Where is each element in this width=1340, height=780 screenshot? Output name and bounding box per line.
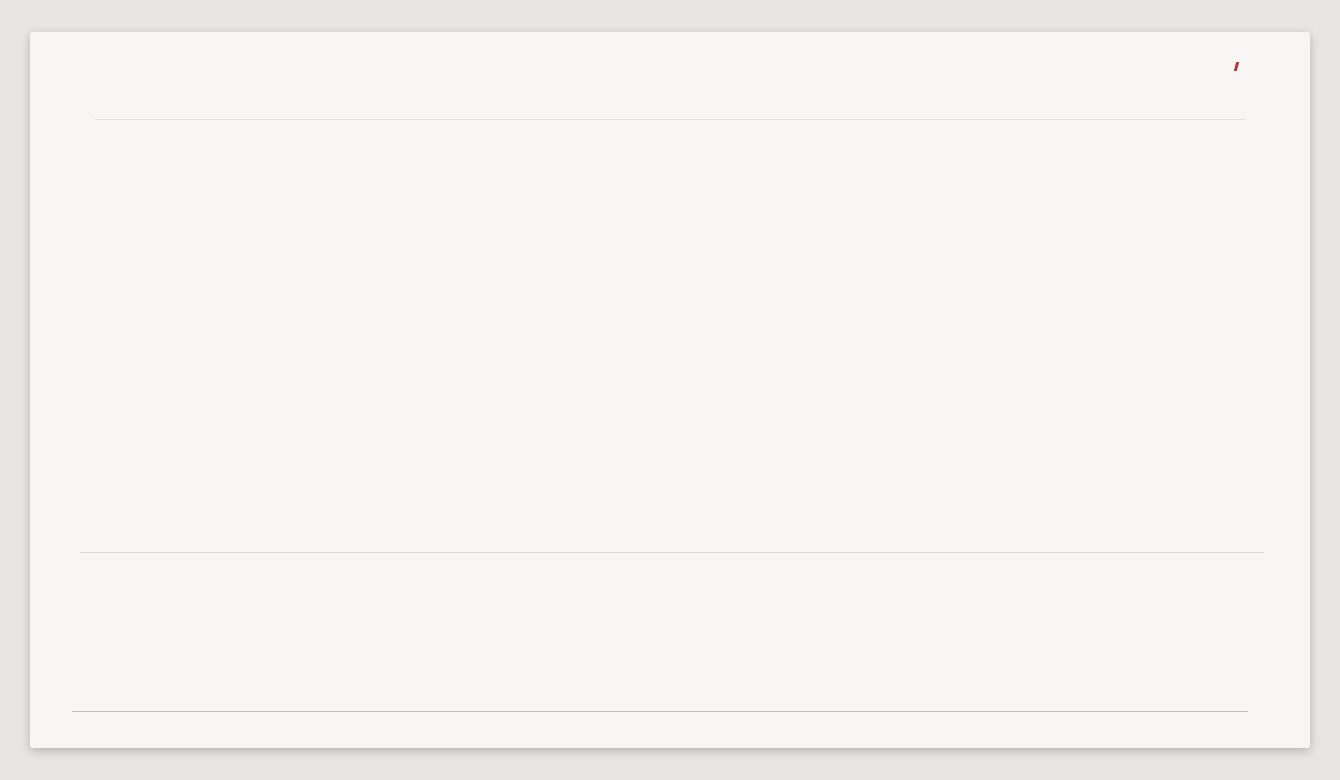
logo-subtitle-row — [1233, 60, 1240, 74]
footer-divider — [72, 711, 1248, 712]
x-axis-line — [80, 552, 1264, 553]
header-divider — [95, 119, 1245, 120]
brand-logo — [1233, 58, 1240, 74]
report-card — [30, 32, 1310, 748]
bar-chart-plot-area — [80, 232, 1264, 552]
logo-red-tick-icon — [1233, 62, 1240, 71]
report-content — [30, 32, 1310, 748]
